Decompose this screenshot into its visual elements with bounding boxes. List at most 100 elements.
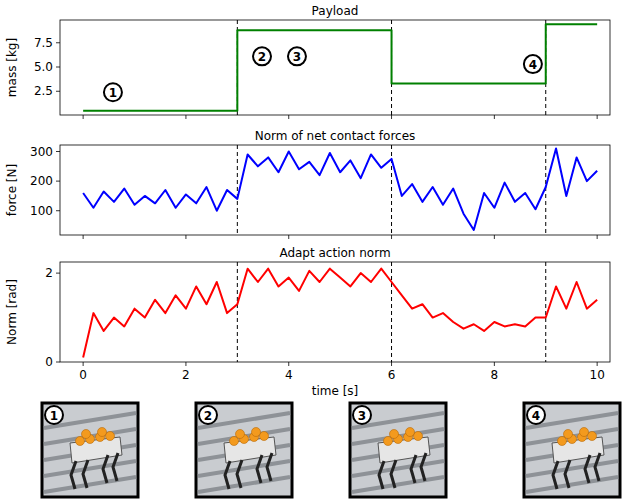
x-tick	[597, 115, 598, 119]
orange	[406, 428, 415, 437]
snapshot-frame	[350, 403, 446, 497]
snapshot-badge	[199, 406, 217, 424]
axes-frame	[60, 262, 610, 362]
annotation-label: 2	[258, 50, 266, 64]
x-tick	[391, 235, 392, 239]
x-tick	[288, 235, 289, 239]
y-tick-label: 7.5	[34, 36, 53, 50]
y-tick	[56, 273, 60, 274]
snapshot-frame	[42, 403, 138, 497]
snapshot-label: 4	[532, 409, 540, 423]
snapshot-badge	[353, 406, 371, 424]
y-axis-title: Norm [rad]	[5, 279, 19, 345]
snapshot-badge	[45, 406, 63, 424]
x-tick	[494, 235, 495, 239]
annotation-circle	[288, 47, 306, 65]
snapshot-label: 3	[358, 409, 366, 423]
robot-body	[224, 437, 276, 463]
y-tick	[56, 42, 60, 43]
snapshot: 4	[524, 403, 620, 497]
orange	[390, 430, 399, 439]
y-tick	[56, 151, 60, 152]
x-tick	[494, 362, 495, 366]
stair	[44, 429, 136, 444]
x-tick	[185, 362, 186, 366]
x-tick	[83, 362, 84, 366]
robot-leg	[267, 453, 272, 481]
stair	[352, 461, 444, 476]
annotation-circle	[524, 55, 542, 73]
x-axis-title: time [s]	[312, 384, 359, 398]
orange	[252, 428, 261, 437]
robot-leg	[225, 461, 230, 489]
event-line	[545, 262, 546, 362]
robot-leg	[553, 461, 558, 489]
annotation-label: 4	[529, 58, 537, 72]
y-tick-label: 200	[30, 174, 53, 188]
robot-leg	[83, 460, 88, 488]
y-tick-label: 100	[30, 204, 53, 218]
snapshot-frame	[524, 403, 620, 497]
y-tick-label: 0	[45, 355, 53, 369]
data-line	[83, 24, 597, 110]
stair	[352, 477, 444, 492]
robot-leg	[237, 460, 242, 488]
annotation-circle	[104, 83, 122, 101]
snapshot-label: 2	[204, 409, 212, 423]
x-tick	[185, 235, 186, 239]
snapshot-label: 1	[50, 409, 58, 423]
x-tick	[391, 115, 392, 119]
annotation-label: 1	[109, 86, 117, 100]
axes-frame	[60, 145, 610, 235]
x-tick-label: 6	[388, 368, 396, 382]
orange	[236, 430, 245, 439]
y-tick-label: 2.5	[34, 84, 53, 98]
snapshot: 1	[42, 403, 138, 497]
y-tick	[56, 181, 60, 182]
robot-leg	[71, 461, 76, 489]
robot-leg	[103, 455, 108, 483]
x-tick	[288, 115, 289, 119]
y-axis-title: force [N]	[5, 164, 19, 216]
stair	[526, 477, 618, 492]
panel-title: Norm of net contact forces	[255, 129, 416, 143]
orange	[564, 430, 573, 439]
plot-area	[83, 145, 597, 235]
robot-leg	[565, 460, 570, 488]
stair	[352, 429, 444, 444]
stair	[526, 429, 618, 444]
x-tick	[391, 362, 392, 366]
x-tick	[288, 362, 289, 366]
robot-body	[552, 437, 604, 463]
plot-area	[83, 20, 597, 115]
y-tick	[56, 362, 60, 363]
x-tick-label: 0	[79, 368, 87, 382]
data-line	[83, 149, 597, 230]
y-tick-label: 5.0	[34, 60, 53, 74]
snapshot: 3	[350, 403, 446, 497]
y-tick	[56, 67, 60, 68]
stair	[44, 461, 136, 476]
snapshot-badge	[527, 406, 545, 424]
x-tick-label: 2	[182, 368, 190, 382]
orange	[414, 432, 423, 441]
snapshot: 2	[196, 403, 292, 497]
plot-area	[83, 262, 597, 362]
orange	[82, 430, 91, 439]
snapshot-frame	[196, 403, 292, 497]
y-tick-label: 300	[30, 145, 53, 159]
orange	[580, 428, 589, 437]
event-line	[237, 262, 238, 362]
x-tick	[83, 115, 84, 119]
robot-leg	[421, 453, 426, 481]
y-tick	[56, 210, 60, 211]
robot-leg	[411, 455, 416, 483]
robot-body	[378, 437, 430, 463]
y-axis-title: mass [kg]	[5, 38, 19, 97]
robot-leg	[113, 453, 118, 481]
robot-leg	[379, 461, 384, 489]
orange	[260, 432, 269, 441]
robot-leg	[391, 460, 396, 488]
event-line	[237, 145, 238, 235]
annotation-circle	[253, 47, 271, 65]
